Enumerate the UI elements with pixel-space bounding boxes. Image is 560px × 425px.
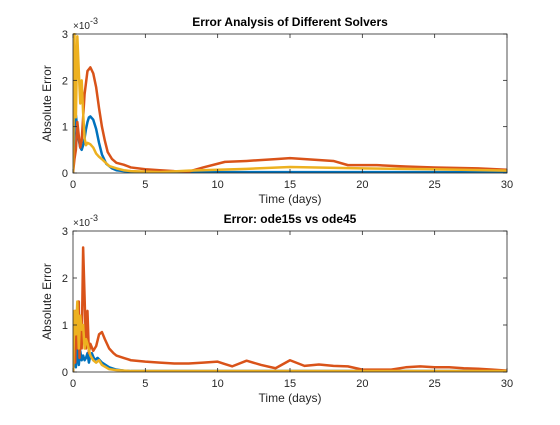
x-tick-label: 15 xyxy=(284,378,296,390)
y-axis-label: Absolute Error xyxy=(40,263,54,340)
x-tick-label: 20 xyxy=(356,179,368,191)
y-tick-label: 1 xyxy=(62,122,68,134)
subplot-2: 0 5 10 15 20 25 30 0 1 2 3 ×10-3 Error: ode15s vs od… xyxy=(40,212,513,405)
x-axis-label: Time (days) xyxy=(259,391,322,405)
x-tick-label: 5 xyxy=(142,179,148,191)
x-tick-label: 25 xyxy=(429,179,441,191)
chart-title: Error Analysis of Different Solvers xyxy=(192,15,388,29)
x-tick-label: 30 xyxy=(501,179,513,191)
x-tick-label: 5 xyxy=(142,378,148,390)
x-tick-label: 20 xyxy=(356,378,368,390)
y-tick-label: 2 xyxy=(62,75,68,87)
x-tick-label: 15 xyxy=(284,179,296,191)
series-line-1 xyxy=(73,113,507,173)
plot-area xyxy=(73,34,507,173)
y-tick-label: 3 xyxy=(62,226,68,238)
x-tick-label: 0 xyxy=(70,179,76,191)
x-axis-label: Time (days) xyxy=(259,192,322,206)
y-tick-label: 0 xyxy=(62,367,68,379)
y-exponent-label: ×10-3 xyxy=(73,16,98,32)
plot-area xyxy=(73,231,507,372)
y-tick-label: 1 xyxy=(62,320,68,332)
subplot-1: 0 5 10 15 20 25 30 0 1 2 3 ×10-3 Error Analysis of D… xyxy=(40,15,513,206)
y-tick-label: 3 xyxy=(62,29,68,41)
x-tick-label: 10 xyxy=(212,378,224,390)
series-group xyxy=(73,33,507,173)
x-tick-label: 10 xyxy=(212,179,224,191)
series-line-2 xyxy=(73,246,507,372)
y-axis-label: Absolute Error xyxy=(40,65,54,142)
chart-title: Error: ode15s vs ode45 xyxy=(224,212,357,226)
series-line-3 xyxy=(73,33,507,173)
x-tick-label: 25 xyxy=(429,378,441,390)
x-tick-label: 30 xyxy=(501,378,513,390)
y-exponent-label: ×10-3 xyxy=(73,213,98,229)
y-tick-label: 2 xyxy=(62,273,68,285)
y-tick-label: 0 xyxy=(62,168,68,180)
series-line-2 xyxy=(73,66,507,173)
x-tick-label: 0 xyxy=(70,378,76,390)
